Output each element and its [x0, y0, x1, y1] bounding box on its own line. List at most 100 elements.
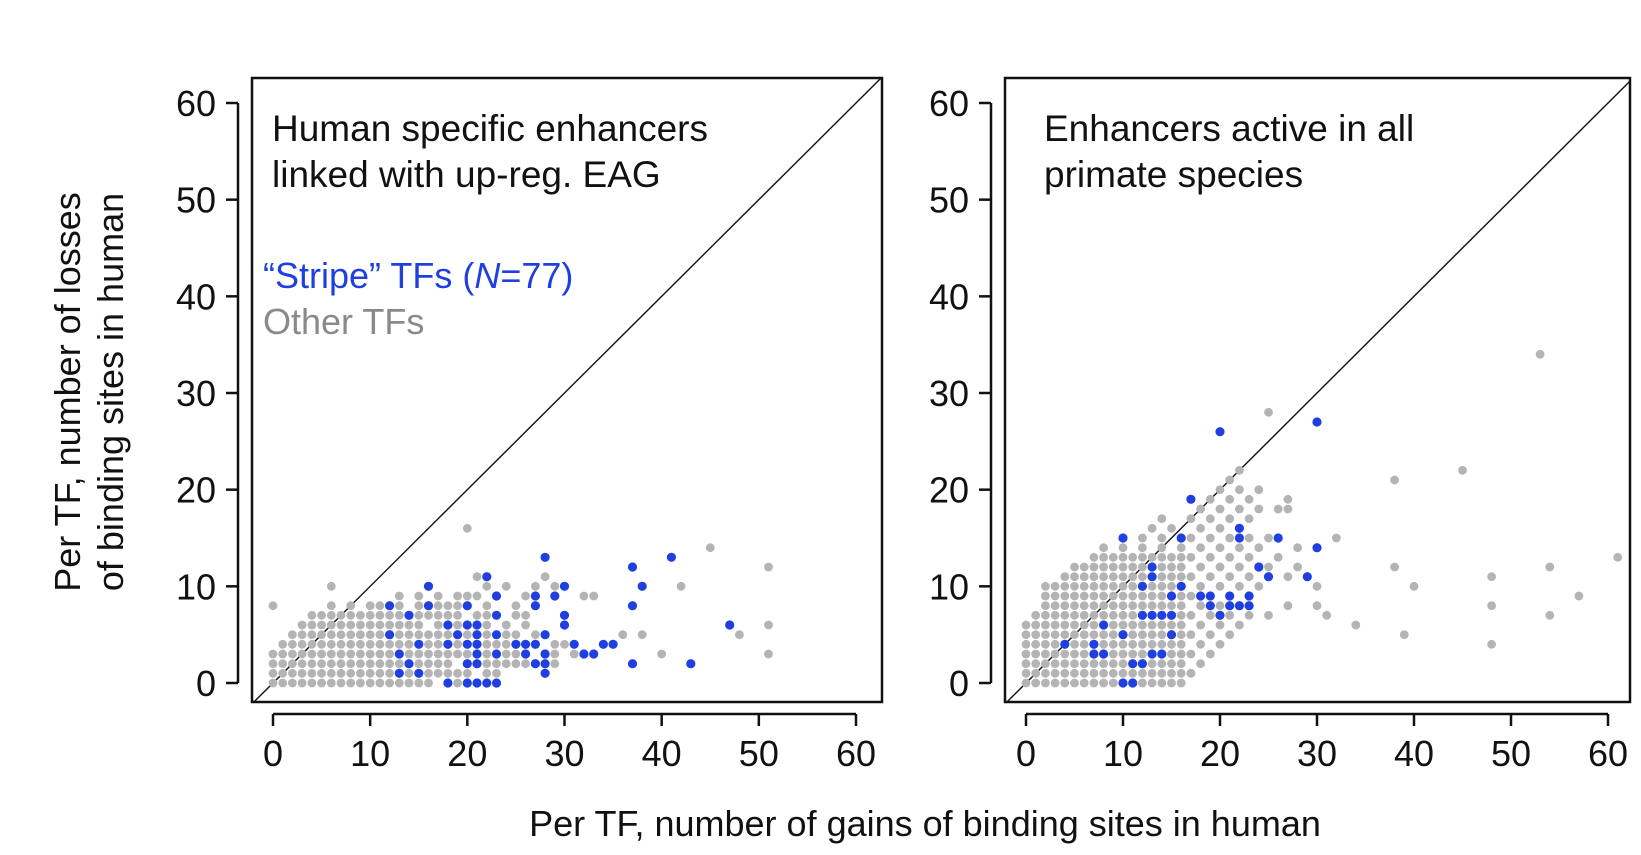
other-tf-point	[346, 620, 356, 630]
other-tf-point	[1128, 630, 1138, 640]
other-tf-point	[1167, 668, 1176, 678]
other-tf-point	[1021, 649, 1031, 659]
other-tf-point	[1060, 630, 1070, 640]
other-tf-point	[1108, 581, 1118, 591]
x-tick-label: 30	[1297, 733, 1337, 774]
other-tf-point	[1031, 620, 1041, 630]
other-tf-point	[705, 543, 715, 553]
other-tf-point	[375, 639, 385, 649]
other-tf-point	[1079, 620, 1089, 630]
other-tf-point	[1196, 581, 1205, 591]
other-tf-point	[1108, 591, 1118, 601]
other-tf-point	[1157, 562, 1167, 572]
panel-left: 0 10 20 30 40 50 60 0 10 20 30 40 50 60 Human specific…	[176, 76, 884, 774]
other-tf-point	[1138, 630, 1147, 640]
other-tf-point	[1089, 630, 1099, 640]
other-tf-point	[1283, 494, 1293, 504]
other-tf-point	[433, 601, 443, 611]
stripe-tf-point	[559, 581, 570, 591]
other-tf-point	[1244, 572, 1254, 582]
other-tf-point	[278, 649, 288, 659]
other-tf-point	[511, 601, 521, 611]
other-tf-point	[492, 668, 501, 678]
other-tf-point	[531, 630, 540, 640]
other-tf-point	[433, 610, 443, 620]
other-tf-point	[1021, 620, 1031, 630]
x-tick-label: 60	[1588, 733, 1628, 774]
other-tf-point	[356, 630, 365, 640]
other-tf-point	[453, 639, 462, 649]
stripe-tf-point	[443, 678, 453, 688]
other-tf-point	[1205, 630, 1215, 640]
other-tf-point	[1167, 678, 1176, 688]
other-tf-point	[1176, 572, 1186, 582]
other-tf-point	[394, 601, 404, 611]
other-tf-point	[1108, 659, 1118, 669]
other-tf-point	[1215, 523, 1225, 533]
other-tf-point	[356, 610, 365, 620]
other-tf-point	[1487, 601, 1496, 611]
other-tf-point	[453, 610, 462, 620]
other-tf-point	[453, 678, 462, 688]
other-tf-point	[1050, 678, 1060, 688]
stripe-tf-point	[725, 620, 735, 630]
other-tf-point	[375, 649, 385, 659]
other-tf-point	[1244, 494, 1254, 504]
other-tf-point	[346, 668, 356, 678]
other-tf-point	[1128, 649, 1138, 659]
other-tf-point	[424, 649, 433, 659]
other-tf-point	[1545, 610, 1555, 620]
stripe-tf-point	[1215, 610, 1225, 620]
x-tick-label: 20	[447, 733, 487, 774]
other-tf-point	[1128, 562, 1138, 572]
other-tf-point	[1244, 533, 1254, 543]
other-tf-point	[1167, 659, 1176, 669]
other-tf-point	[453, 620, 462, 630]
other-tf-point	[414, 620, 424, 630]
stripe-tf-point	[472, 678, 482, 688]
stripe-tf-point	[559, 610, 570, 620]
other-tf-point	[1254, 543, 1264, 553]
other-tf-point	[1050, 620, 1060, 630]
legend-stripe-n: N	[474, 255, 501, 296]
stripe-tf-point	[1225, 591, 1235, 601]
stripe-tf-point	[1254, 562, 1264, 572]
x-tick-label: 40	[642, 733, 682, 774]
panel-title-line: primate species	[1044, 154, 1303, 195]
other-tf-point	[1409, 581, 1419, 591]
other-tf-point	[1041, 659, 1050, 669]
other-tf-point	[297, 668, 307, 678]
other-tf-point	[550, 649, 560, 659]
other-tf-point	[1118, 610, 1128, 620]
other-tf-point	[1041, 668, 1050, 678]
other-tf-point	[356, 668, 365, 678]
other-tf-point	[492, 659, 501, 669]
other-tf-point	[589, 591, 599, 601]
other-tf-point	[1070, 639, 1079, 649]
y-axis: 0 10 20 30 40 50 60	[929, 83, 993, 704]
other-tf-point	[433, 659, 443, 669]
other-tf-point	[1205, 533, 1215, 543]
other-tf-point	[1128, 591, 1138, 601]
other-tf-point	[1293, 562, 1302, 572]
x-tick-label: 60	[836, 733, 876, 774]
stripe-tf-point	[1118, 533, 1128, 543]
other-tf-point	[1167, 620, 1176, 630]
other-tf-point	[1235, 581, 1244, 591]
other-tf-point	[326, 601, 336, 611]
other-tf-point	[462, 630, 472, 640]
other-tf-point	[1138, 533, 1147, 543]
other-tf-point	[268, 601, 278, 611]
other-tf-point	[1138, 543, 1147, 553]
stripe-tf-point	[1225, 601, 1235, 611]
other-tf-point	[1487, 639, 1496, 649]
other-tf-point	[1070, 572, 1079, 582]
other-tf-point	[1128, 581, 1138, 591]
stripe-tf-point	[627, 601, 638, 611]
other-tf-point	[1041, 649, 1050, 659]
other-tf-point	[521, 591, 530, 601]
stripe-tf-point	[1263, 572, 1274, 582]
stripe-tf-point	[627, 659, 638, 669]
other-tf-point	[433, 591, 443, 601]
other-tf-point	[1099, 630, 1108, 640]
